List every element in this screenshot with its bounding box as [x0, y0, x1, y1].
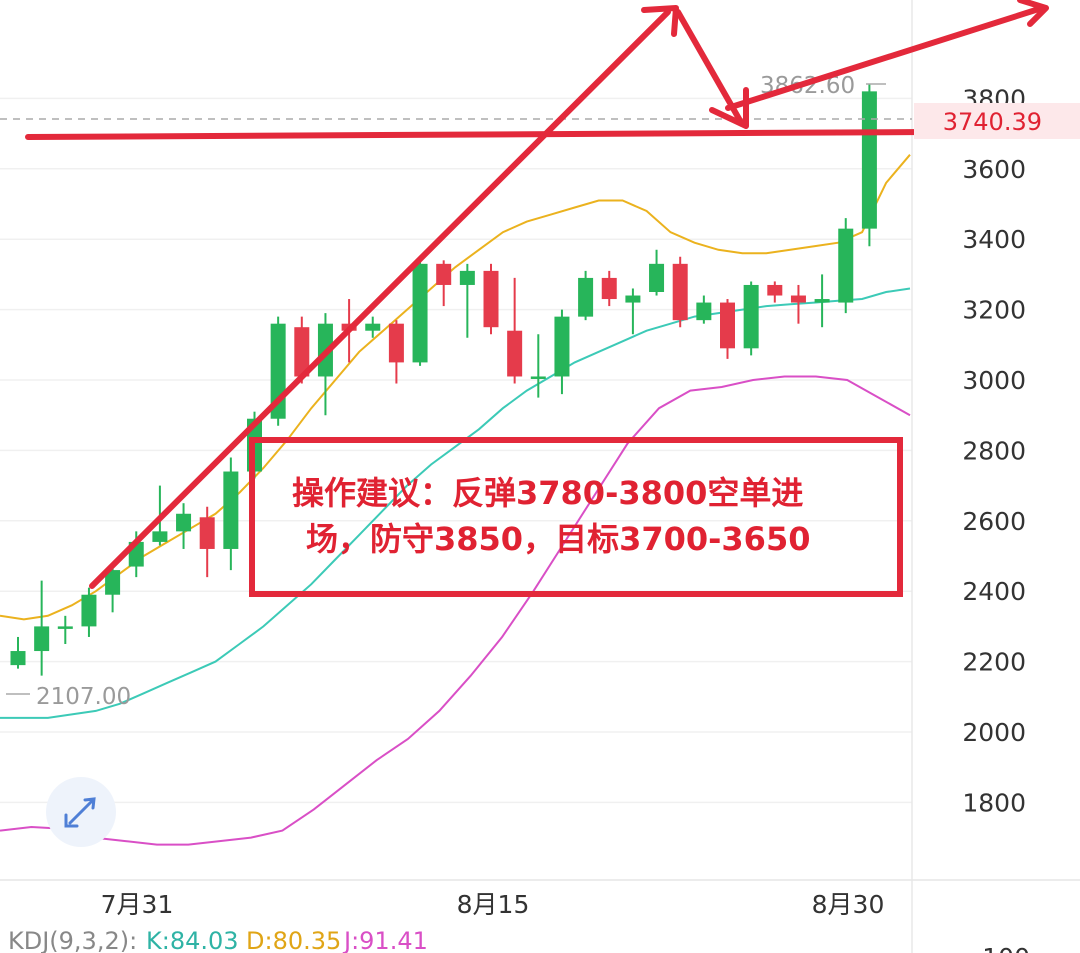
candle-body [436, 263, 452, 285]
kdj-axis-tick: 100 [982, 943, 1030, 953]
candle-body [105, 570, 121, 595]
drawn-red-arrows [25, 0, 1049, 589]
candle-body [838, 228, 854, 303]
current-price-box [914, 103, 1080, 139]
y-tick-label: 3400 [962, 225, 1026, 254]
candles [10, 84, 877, 676]
candle-body [790, 295, 806, 303]
y-tick-label: 2600 [962, 507, 1026, 536]
low-price-marker: 2107.00 [36, 684, 131, 710]
y-axis: 3800360034003200300028002600240022002000… [962, 84, 1026, 817]
current-price-label: 3740.39 [943, 108, 1042, 136]
candle-body [176, 513, 192, 532]
expand-button[interactable] [46, 777, 116, 847]
arrow-head-right [1017, 0, 1049, 27]
x-tick-label: 7月31 [101, 890, 174, 919]
candle-body [412, 263, 428, 363]
candle-body [10, 651, 26, 666]
candle-body [223, 471, 239, 549]
candle-body [365, 323, 381, 331]
kdj-j-value: J:91.41 [342, 927, 428, 953]
arrow-up-right-stroke [725, 5, 1045, 111]
annotation-line-2: 场，防守3850，目标3700-3650 [306, 520, 810, 558]
candle-body [696, 302, 712, 321]
horizontal-red-line [25, 129, 929, 140]
candle-body [81, 594, 97, 627]
candle-body [720, 302, 735, 349]
y-tick-label: 2400 [962, 577, 1026, 606]
moving-average-upper [0, 154, 911, 621]
candle-body [294, 327, 310, 377]
kdj-j-line [0, 375, 911, 846]
candle-body [554, 316, 570, 377]
y-tick-label: 1800 [962, 788, 1026, 817]
candle-body [649, 263, 665, 292]
trend-line-up [89, 9, 671, 589]
candle-body [814, 299, 830, 303]
y-tick-label: 3200 [962, 296, 1026, 325]
candle-body [34, 626, 50, 652]
kdj-k-value: K:84.03 [146, 927, 239, 953]
candle-body [743, 284, 759, 349]
y-tick-label: 3600 [962, 155, 1026, 184]
candle-body [672, 263, 688, 321]
candle-body [861, 91, 877, 229]
candle-body [507, 330, 523, 377]
candle-body [199, 517, 215, 549]
candle-body [625, 295, 641, 303]
y-tick-label: 2000 [962, 718, 1026, 747]
y-tick-label: 2200 [962, 648, 1026, 677]
candle-body [459, 270, 475, 285]
y-tick-label: 2800 [962, 436, 1026, 465]
candle-body [530, 376, 546, 379]
annotation-line-1: 操作建议：反弹3780-3800空单进 [292, 474, 803, 512]
candle-body [601, 277, 617, 300]
y-tick-label: 3000 [962, 366, 1026, 395]
x-tick-label: 8月30 [812, 890, 885, 919]
kdj-d-value: D:80.35 [246, 927, 341, 953]
arrow-head-up [641, 5, 679, 37]
candle-body [152, 531, 168, 542]
candle-body [388, 323, 404, 363]
annotation-box [249, 437, 903, 597]
candle-body [57, 626, 73, 629]
candle-body [767, 284, 783, 296]
x-axis: 7月31 8月15 8月30 [101, 890, 885, 919]
expand-icon [64, 797, 96, 828]
kdj-title: KDJ(9,3,2): [8, 927, 137, 953]
x-tick-label: 8月15 [457, 890, 530, 919]
candle-body [483, 270, 499, 328]
candle-body [578, 277, 594, 317]
grid-lines [0, 97, 912, 804]
